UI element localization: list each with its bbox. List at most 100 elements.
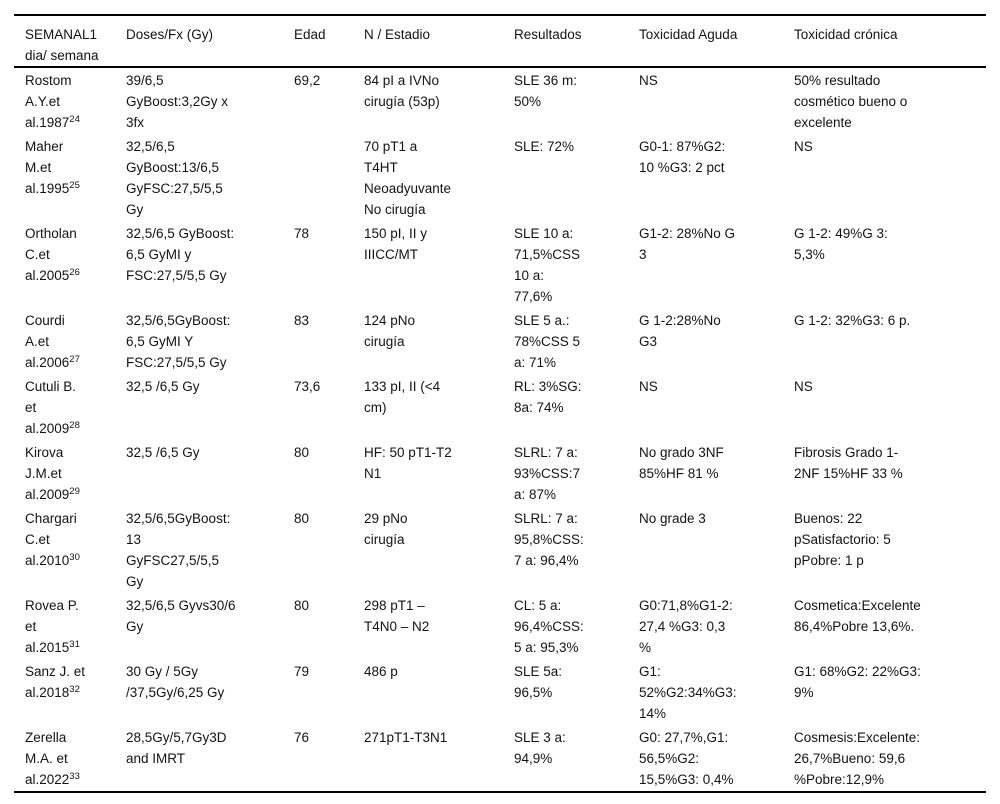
resultados-cell: SLE 5 a.: 78%CSS 5 a: 71% — [514, 313, 581, 370]
table-row: Zerella M.A. et al.202233 28,5Gy/5,7Gy3D… — [14, 725, 986, 792]
estadio-cell: 298 pT1 – T4N0 – N2 — [364, 598, 430, 634]
study-name: Ortholan C.et al.2005 — [25, 226, 77, 283]
study-cell: Rovea P. et al.201531 — [14, 593, 126, 659]
study-cell: Rostom A.Y.et al.198724 — [14, 67, 126, 134]
header-cell-toxicidad-aguda: Toxicidad Aguda — [639, 15, 794, 68]
doses-cell: 32,5 /6,5 Gy — [126, 379, 200, 394]
study-name: Maher M.et al.1995 — [25, 139, 70, 196]
doses-cell: 32,5/6,5GyBoost: 6,5 GyMI Y FSC:27,5/5,5… — [126, 313, 231, 370]
resultados-cell: SLE 5a: 96,5% — [514, 664, 563, 700]
table-row: Kirova J.M.et al.200929 32,5 /6,5 Gy 80 … — [14, 440, 986, 506]
doses-cell: 32,5/6,5 Gyvs30/6 Gy — [126, 598, 236, 634]
edad-cell: 76 — [294, 730, 310, 745]
doses-cell: 28,5Gy/5,7Gy3D and IMRT — [126, 730, 227, 766]
resultados-cell: SLE 36 m: 50% — [514, 73, 578, 109]
resultados-cell: SLE: 72% — [514, 139, 575, 154]
toxicidad-aguda-cell: G0:71,8%G1-2: 27,4 %G3: 0,3 % — [639, 598, 733, 655]
reference-superscript: 27 — [69, 354, 80, 365]
estadio-cell: 271pT1-T3N1 — [364, 730, 448, 745]
edad-cell: 73,6 — [294, 379, 321, 394]
edad-cell: 80 — [294, 598, 310, 613]
toxicidad-cronica-cell: G 1-2: 32%G3: 6 p. — [794, 313, 911, 328]
estadio-cell: 133 pI, II (<4 cm) — [364, 379, 441, 415]
reference-superscript: 32 — [69, 684, 80, 695]
header-cell-resultados: Resultados — [514, 15, 639, 68]
study-cell: Courdi A.et al.200627 — [14, 308, 126, 374]
toxicidad-aguda-cell: No grado 3NF 85%HF 81 % — [639, 445, 724, 481]
edad-cell: 80 — [294, 511, 310, 526]
resultados-cell: SLE 3 a: 94,9% — [514, 730, 566, 766]
edad-cell: 83 — [294, 313, 310, 328]
estadio-cell: 84 pI a IVNo cirugía (53p) — [364, 73, 440, 109]
study-name: Cutuli B. et al.2009 — [25, 379, 77, 436]
study-name: Courdi A.et al.2006 — [25, 313, 70, 370]
toxicidad-aguda-cell: G1-2: 28%No G 3 — [639, 226, 736, 262]
study-cell: Chargari C.et al.201030 — [14, 506, 126, 593]
doses-cell: 32,5/6,5GyBoost: 13 GyFSC27,5/5,5 Gy — [126, 511, 231, 589]
table-row: Courdi A.et al.200627 32,5/6,5GyBoost: 6… — [14, 308, 986, 374]
estadio-cell: 124 pNo cirugía — [364, 313, 416, 349]
reference-superscript: 29 — [69, 486, 80, 497]
toxicidad-cronica-cell: 50% resultado cosmético bueno o excelent… — [794, 73, 908, 130]
doses-cell: 32,5/6,5 GyBoost:13/6,5 GyFSC:27,5/5,5 G… — [126, 139, 223, 217]
study-name: Kirova J.M.et al.2009 — [25, 445, 70, 502]
table-row: Cutuli B. et al.200928 32,5 /6,5 Gy 73,6… — [14, 374, 986, 440]
study-name: Sanz J. et al.2018 — [25, 664, 86, 700]
study-name: Zerella M.A. et al.2022 — [25, 730, 70, 787]
edad-cell: 80 — [294, 445, 310, 460]
resultados-cell: CL: 5 a: 96,4%CSS: 5 a: 95,3% — [514, 598, 584, 655]
study-name: Chargari C.et al.2010 — [25, 511, 77, 568]
study-cell: Sanz J. et al.201832 — [14, 659, 126, 725]
estadio-cell: 486 p — [364, 664, 398, 679]
doses-cell: 39/6,5 GyBoost:3,2Gy x 3fx — [126, 73, 229, 130]
edad-cell — [294, 134, 364, 221]
doses-cell: 30 Gy / 5Gy /37,5Gy/6,25 Gy — [126, 664, 225, 700]
reference-superscript: 24 — [69, 114, 80, 125]
reference-superscript: 31 — [69, 639, 80, 650]
estadio-cell: HF: 50 pT1-T2 N1 — [364, 445, 452, 481]
header-cell-semanal: SEMANAL1 dia/ semana — [14, 15, 126, 68]
header-cell-estadio: N / Estadio — [364, 15, 514, 68]
header-cell-edad: Edad — [294, 15, 364, 68]
toxicidad-cronica-cell: Cosmetica:Excelente 86,4%Pobre 13,6%. — [794, 598, 921, 634]
doses-cell: 32,5/6,5 GyBoost: 6,5 GyMI y FSC:27,5/5,… — [126, 226, 235, 283]
studies-comparison-table: SEMANAL1 dia/ semana Doses/Fx (Gy) Edad … — [14, 14, 986, 793]
resultados-cell: SLRL: 7 a: 95,8%CSS: 7 a: 96,4% — [514, 511, 584, 568]
study-cell: Cutuli B. et al.200928 — [14, 374, 126, 440]
toxicidad-aguda-cell: NS — [639, 379, 658, 394]
toxicidad-aguda-cell: G 1-2:28%No G3 — [639, 313, 721, 349]
toxicidad-cronica-cell: NS — [794, 379, 813, 394]
table-row: Chargari C.et al.201030 32,5/6,5GyBoost:… — [14, 506, 986, 593]
edad-cell: 79 — [294, 664, 310, 679]
study-cell: Kirova J.M.et al.200929 — [14, 440, 126, 506]
table-row: Ortholan C.et al.200526 32,5/6,5 GyBoost… — [14, 221, 986, 308]
toxicidad-cronica-cell: G1: 68%G2: 22%G3: 9% — [794, 664, 921, 700]
toxicidad-aguda-cell: NS — [639, 73, 658, 88]
reference-superscript: 25 — [69, 180, 80, 191]
estadio-cell: 29 pNo cirugía — [364, 511, 408, 547]
study-name: Rovea P. et al.2015 — [25, 598, 79, 655]
study-cell: Maher M.et al.199525 — [14, 134, 126, 221]
edad-cell: 78 — [294, 226, 310, 241]
header-cell-toxicidad-cronica: Toxicidad crónica — [794, 15, 986, 68]
toxicidad-cronica-cell: G 1-2: 49%G 3: 5,3% — [794, 226, 888, 262]
table-row: Maher M.et al.199525 32,5/6,5 GyBoost:13… — [14, 134, 986, 221]
toxicidad-cronica-cell: NS — [794, 139, 813, 154]
toxicidad-cronica-cell: Cosmesis:Excelente: 26,7%Bueno: 59,6 %Po… — [794, 730, 921, 787]
table-row: Sanz J. et al.201832 30 Gy / 5Gy /37,5Gy… — [14, 659, 986, 725]
reference-superscript: 33 — [69, 771, 80, 782]
estadio-cell: 70 pT1 a T4HT Neoadyuvante No cirugía — [364, 139, 452, 217]
toxicidad-cronica-cell: Buenos: 22 pSatisfactorio: 5 pPobre: 1 p — [794, 511, 891, 568]
resultados-cell: RL: 3%SG: 8a: 74% — [514, 379, 582, 415]
header-cell-doses: Doses/Fx (Gy) — [126, 15, 294, 68]
table-row: Rovea P. et al.201531 32,5/6,5 Gyvs30/6 … — [14, 593, 986, 659]
toxicidad-aguda-cell: No grade 3 — [639, 511, 706, 526]
toxicidad-aguda-cell: G0: 27,7%,G1: 56,5%G2: 15,5%G3: 0,4% — [639, 730, 734, 787]
toxicidad-aguda-cell: G0-1: 87%G2: 10 %G3: 2 pct — [639, 139, 726, 175]
toxicidad-cronica-cell: Fibrosis Grado 1- 2NF 15%HF 33 % — [794, 445, 903, 481]
reference-superscript: 30 — [69, 552, 80, 563]
study-name: Rostom A.Y.et al.1987 — [25, 73, 72, 130]
resultados-cell: SLE 10 a: 71,5%CSS 10 a: 77,6% — [514, 226, 581, 304]
reference-superscript: 26 — [69, 267, 80, 278]
